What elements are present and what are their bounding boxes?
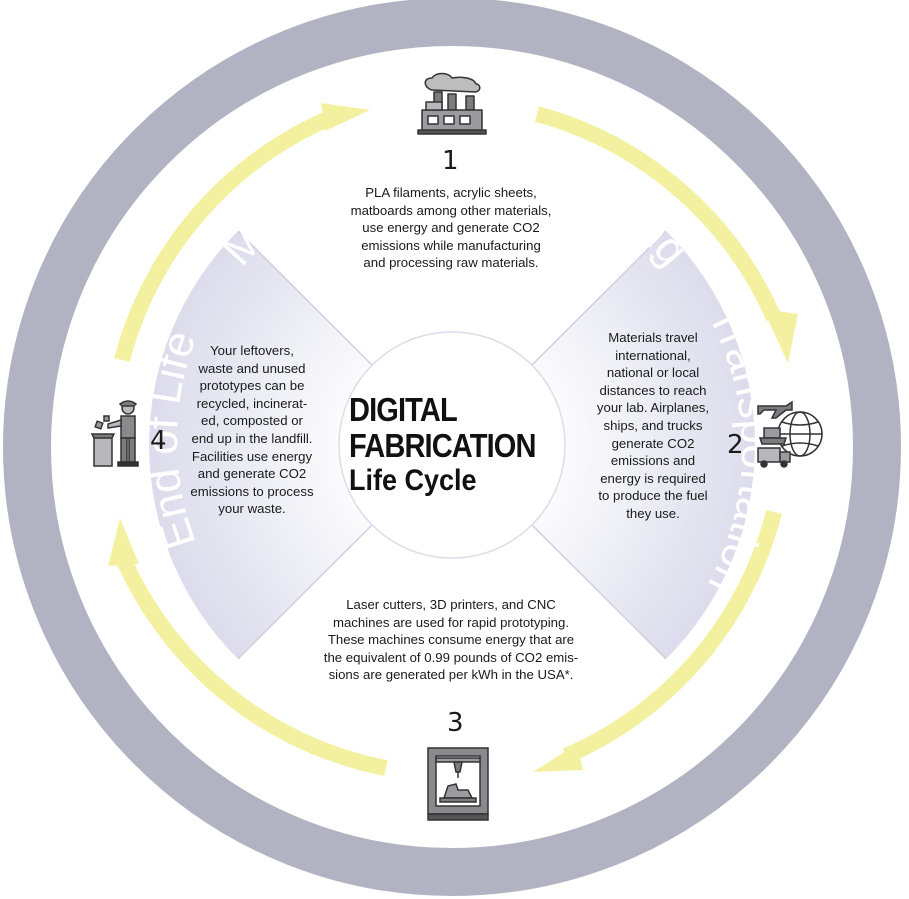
- center-title-line-1: DIGITAL: [349, 391, 458, 428]
- right-wedge: [452, 231, 755, 659]
- outer-ring: [3, 0, 901, 896]
- stage-4-description: Your leftovers, waste and unused prototype…: [190, 343, 314, 517]
- stage-2-description: Materials travel international, national o…: [596, 330, 710, 521]
- person-recycling-icon: [90, 400, 139, 467]
- arrow-bottom-right: [562, 510, 782, 764]
- arrow-top-left: [114, 110, 334, 363]
- center-title-line-3: Life Cycle: [349, 464, 477, 497]
- arrow-heads: [108, 103, 798, 772]
- left-wedge: [149, 231, 452, 659]
- 3d-printer-icon: [427, 747, 489, 821]
- center-circle: [338, 331, 566, 559]
- ring-label-bottom: Use: [415, 646, 495, 698]
- stage-3-description: Laser cutters, 3D printers, and CNC machi…: [323, 597, 579, 683]
- stage-number-3: 3: [447, 708, 464, 738]
- stage-1-description: PLA filaments, acrylic sheets, matboards …: [350, 185, 552, 271]
- center-title-line-2: FABRICATION: [349, 427, 536, 464]
- cycle-arrows: [114, 106, 782, 776]
- center-title: DIGITAL FABRICATION Life Cycle: [349, 392, 579, 498]
- transport-globe-icon: [757, 400, 823, 468]
- stage-number-2: 2: [727, 430, 744, 460]
- stage-number-1: 1: [442, 146, 459, 176]
- arrow-top-right: [534, 106, 782, 322]
- arrow-bottom-left: [114, 552, 388, 776]
- factory-icon: [417, 72, 487, 135]
- stage-number-4: 4: [150, 426, 167, 456]
